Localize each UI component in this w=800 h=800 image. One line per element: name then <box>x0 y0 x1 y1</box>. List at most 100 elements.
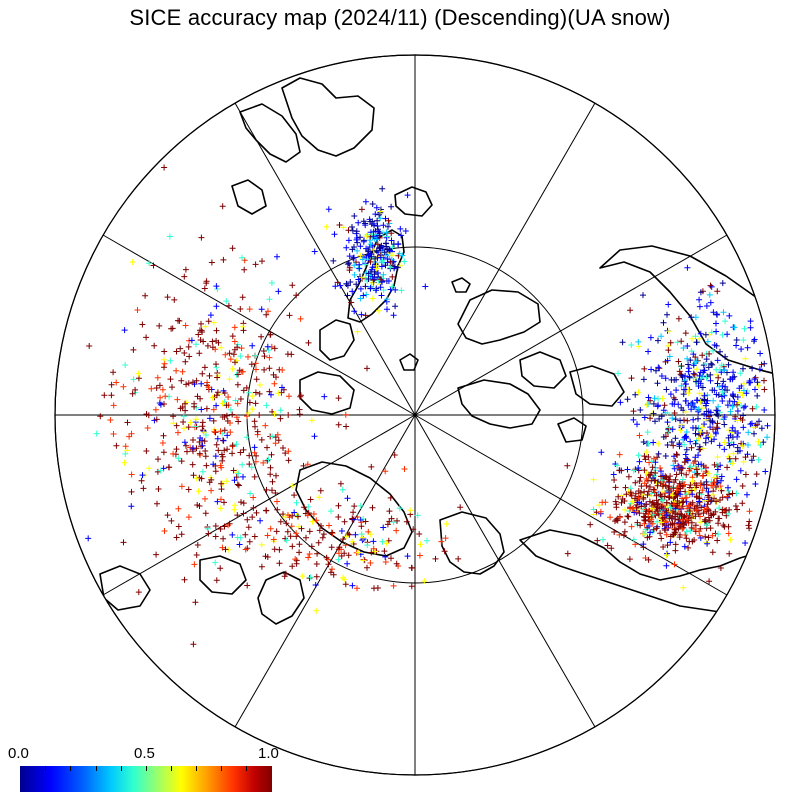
data-point <box>641 480 648 487</box>
data-point <box>678 382 685 389</box>
data-point <box>380 287 387 294</box>
data-point <box>202 453 209 460</box>
data-point <box>270 536 277 543</box>
data-point <box>642 517 649 524</box>
data-point <box>229 450 236 457</box>
data-point <box>621 519 628 526</box>
data-point <box>332 283 339 290</box>
data-point <box>679 499 686 506</box>
data-point <box>101 392 108 399</box>
data-point <box>321 393 328 400</box>
data-point <box>685 503 692 509</box>
data-point <box>196 450 203 457</box>
data-point <box>737 467 744 474</box>
data-point <box>618 499 625 506</box>
data-point <box>659 483 666 490</box>
data-point <box>350 509 357 516</box>
data-point <box>709 418 716 425</box>
data-point <box>341 518 348 525</box>
data-point <box>742 403 749 410</box>
data-point <box>160 432 167 439</box>
data-point <box>185 486 192 493</box>
data-point <box>694 471 700 478</box>
data-point <box>666 424 673 431</box>
data-point <box>372 548 378 555</box>
data-point <box>594 537 601 544</box>
data-point <box>389 273 396 280</box>
map-title: SICE accuracy map (2024/11) (Descending)… <box>129 5 671 30</box>
data-point <box>725 530 732 537</box>
data-point <box>218 496 224 503</box>
data-point <box>170 420 177 427</box>
data-point <box>306 528 313 535</box>
coast-baffin <box>569 365 625 407</box>
data-point <box>382 262 389 269</box>
data-point <box>707 433 714 440</box>
data-point <box>367 241 374 248</box>
data-point <box>173 422 180 429</box>
data-point <box>657 465 664 471</box>
data-point <box>665 301 672 308</box>
data-point <box>726 550 733 557</box>
data-point <box>692 333 699 340</box>
data-point <box>691 537 698 543</box>
data-point <box>370 233 377 240</box>
data-point <box>212 429 219 436</box>
data-point <box>705 364 712 371</box>
data-point <box>357 252 364 259</box>
data-point <box>742 540 749 546</box>
data-point <box>110 369 117 376</box>
data-point <box>377 284 384 291</box>
data-point <box>700 445 707 452</box>
data-point <box>256 412 263 419</box>
data-point <box>715 412 722 419</box>
data-point <box>214 498 221 505</box>
data-point <box>221 523 228 530</box>
data-point <box>122 362 129 368</box>
data-point <box>329 566 335 573</box>
data-point <box>233 441 240 448</box>
data-point <box>195 488 202 495</box>
data-point <box>666 487 673 493</box>
data-point <box>205 384 212 391</box>
data-point <box>287 533 294 540</box>
data-point <box>670 485 677 492</box>
data-point <box>205 318 212 325</box>
data-point <box>682 330 689 337</box>
data-point <box>159 386 166 393</box>
coast-uk-south <box>231 179 267 215</box>
data-point <box>161 528 168 534</box>
data-point <box>246 389 253 396</box>
data-point <box>154 500 160 507</box>
data-point <box>296 406 303 413</box>
data-point <box>349 227 356 234</box>
data-point <box>632 391 639 398</box>
colorbar-tick <box>121 766 122 771</box>
data-point <box>193 475 200 482</box>
data-point <box>201 364 208 371</box>
data-point <box>645 454 652 460</box>
data-point <box>704 430 710 436</box>
data-point <box>616 531 623 538</box>
data-point <box>352 531 359 538</box>
data-point <box>683 494 690 501</box>
data-point <box>636 499 643 506</box>
data-point <box>677 485 684 492</box>
colorbar-tick <box>171 766 172 771</box>
data-point <box>733 337 740 343</box>
data-point <box>685 368 692 375</box>
data-point <box>422 283 429 290</box>
data-point <box>246 452 253 459</box>
data-point <box>225 302 232 309</box>
data-point <box>416 552 423 559</box>
data-point <box>265 308 271 315</box>
data-point <box>368 463 375 470</box>
data-point <box>682 409 689 415</box>
data-point <box>190 472 197 479</box>
data-point <box>711 461 718 468</box>
data-point <box>664 410 671 416</box>
data-point <box>635 338 642 345</box>
data-point <box>673 487 680 494</box>
data-point <box>719 494 726 501</box>
data-point <box>344 560 351 567</box>
